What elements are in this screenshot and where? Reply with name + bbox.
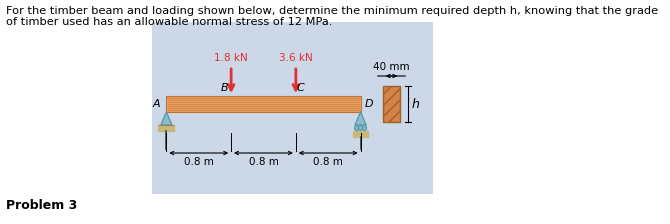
Polygon shape [161, 112, 172, 125]
Text: 0.8 m: 0.8 m [249, 157, 279, 167]
Text: 40 mm: 40 mm [373, 62, 410, 72]
Circle shape [354, 125, 358, 131]
Circle shape [362, 125, 366, 131]
Text: 1.8 kN: 1.8 kN [214, 53, 248, 63]
Text: D: D [364, 99, 373, 109]
Text: Problem 3: Problem 3 [6, 199, 78, 212]
Text: For the timber beam and loading shown below, determine the minimum required dept: For the timber beam and loading shown be… [6, 6, 659, 16]
Polygon shape [352, 131, 368, 137]
Text: B: B [220, 83, 228, 93]
Bar [152, 22, 433, 194]
Text: h: h [412, 97, 420, 110]
Text: C: C [297, 83, 304, 93]
Text: A: A [153, 99, 160, 109]
Text: 0.8 m: 0.8 m [314, 157, 343, 167]
Text: 0.8 m: 0.8 m [184, 157, 214, 167]
Bar [383, 86, 400, 122]
Text: 3.6 kN: 3.6 kN [279, 53, 313, 63]
Bar [166, 96, 360, 112]
Polygon shape [159, 125, 174, 131]
Circle shape [358, 125, 362, 131]
Polygon shape [355, 112, 366, 125]
Text: of timber used has an allowable normal stress of 12 MPa.: of timber used has an allowable normal s… [6, 17, 333, 27]
